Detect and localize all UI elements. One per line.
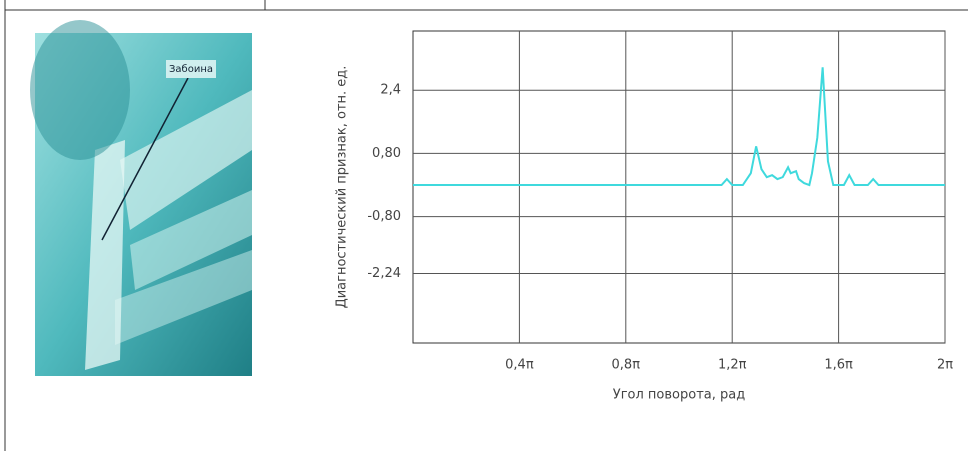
x-tick-label: 1,2π [718,358,747,373]
x-tick-label: 0,4π [505,358,534,373]
photo-label: Забоина [169,64,213,75]
photo: Забоина [30,20,252,376]
y-axis-label: Диагностический признак, отн. ед. [335,66,350,309]
y-tick-label: -0,80 [367,209,401,224]
x-tick-label: 2π [937,358,953,373]
y-tick-label: 2,4 [380,83,401,98]
y-tick-label: 0,80 [372,146,401,161]
plot-frame [413,31,945,343]
x-tick-label: 1,6π [824,358,853,373]
x-tick-label: 0,8π [612,358,641,373]
data-line [413,67,945,185]
x-axis-label: Угол поворота, рад [613,388,745,403]
figure: Забоина 2,4 0,80 -0,80 -2,24 0,4π 0,8π 1,2π 1,6… [0,0,968,451]
y-tick-label: -2,24 [367,266,401,281]
